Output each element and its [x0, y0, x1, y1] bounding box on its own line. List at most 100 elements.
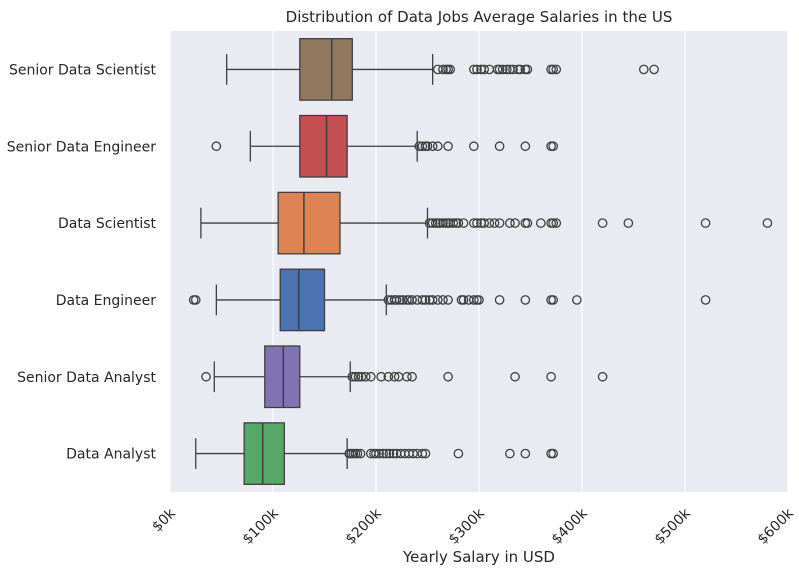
outlier-point: [443, 295, 453, 305]
outlier-point: [515, 64, 526, 75]
outlier-point: [472, 64, 482, 75]
outlier-point: [445, 64, 456, 75]
outlier-point: [427, 295, 438, 305]
outlier-point: [479, 218, 489, 228]
outlier-point: [548, 141, 559, 152]
boxes-layer: [188, 38, 773, 485]
outlier-point: [649, 64, 659, 75]
outlier-point: [548, 448, 559, 459]
outlier-point: [381, 448, 392, 459]
outlier-point: [190, 295, 201, 305]
outlier-point: [432, 295, 443, 305]
outlier-point: [443, 141, 453, 152]
outlier-point: [700, 295, 711, 305]
outlier-point: [546, 371, 556, 382]
y-category-label: Data Engineer: [56, 293, 156, 309]
outlier-point: [383, 371, 394, 382]
outlier-point: [201, 371, 211, 382]
outlier-point: [211, 141, 222, 152]
outlier-point: [438, 218, 448, 228]
grid-lines: [169, 31, 789, 492]
outlier-point: [522, 218, 533, 228]
box: [243, 422, 285, 485]
box-group: [195, 422, 559, 485]
outlier-point: [468, 141, 479, 152]
outlier-point: [417, 295, 428, 305]
box: [277, 191, 341, 255]
box-group: [211, 114, 559, 178]
outlier-point: [501, 64, 512, 75]
y-category-label: Senior Data Scientist: [9, 62, 157, 78]
outlier-point: [497, 64, 508, 75]
outlier-point: [391, 295, 402, 305]
outlier-point: [350, 371, 361, 382]
outlier-point: [427, 218, 438, 228]
outlier-point: [443, 371, 453, 382]
outlier-point: [489, 218, 500, 228]
outlier-point: [535, 218, 546, 228]
outlier-point: [438, 295, 448, 305]
box: [299, 114, 348, 178]
outlier-point: [352, 448, 363, 459]
outlier-point: [638, 64, 649, 75]
outlier-point: [407, 371, 417, 382]
outlier-point: [522, 64, 533, 75]
box-group: [225, 38, 659, 101]
outlier-point: [371, 448, 381, 459]
outlier-point: [700, 218, 711, 228]
box-group: [188, 268, 711, 332]
outlier-point: [427, 141, 438, 152]
outlier-point: [548, 64, 559, 75]
box: [264, 345, 301, 409]
outlier-point: [468, 218, 479, 228]
outlier-point: [376, 371, 386, 382]
outlier-point: [520, 141, 531, 152]
y-category-label: Data Scientist: [58, 216, 157, 232]
chart-title: Distribution of Data Jobs Average Salari…: [286, 8, 673, 26]
outlier-point: [551, 64, 562, 75]
outlier-point: [474, 295, 484, 305]
outlier-point: [494, 141, 505, 152]
outlier-point: [505, 448, 515, 459]
outlier-point: [453, 218, 464, 228]
outlier-point: [548, 218, 559, 228]
outlier-point: [384, 448, 395, 459]
outlier-point: [389, 371, 400, 382]
x-axis-label: Yearly Salary in USD: [402, 548, 555, 566]
outlier-point: [420, 448, 431, 459]
box-group: [200, 191, 773, 255]
outlier-point: [762, 218, 773, 228]
y-category-label: Data Analyst: [66, 447, 156, 463]
outlier-point: [388, 448, 399, 459]
outlier-point: [551, 218, 562, 228]
y-axis: Senior Data Scientist Senior Data Enginee…: [7, 62, 157, 462]
outlier-point: [347, 371, 358, 382]
outlier-point: [508, 64, 518, 75]
outlier-point: [494, 295, 505, 305]
box: [299, 38, 353, 101]
outlier-point: [417, 448, 428, 459]
y-category-label: Senior Data Analyst: [17, 370, 156, 386]
outlier-point: [438, 64, 448, 75]
outlier-point: [494, 64, 505, 75]
outlier-point: [394, 295, 405, 305]
outlier-point: [417, 141, 428, 152]
outlier-point: [548, 295, 559, 305]
outlier-point: [458, 218, 469, 228]
outlier-point: [458, 295, 469, 305]
outlier-point: [453, 448, 464, 459]
box: [279, 268, 326, 332]
outlier-point: [420, 295, 431, 305]
outlier-point: [378, 448, 389, 459]
y-category-label: Senior Data Engineer: [7, 139, 157, 155]
outlier-point: [356, 371, 367, 382]
outlier-point: [448, 218, 459, 228]
outlier-point: [355, 448, 366, 459]
outlier-point: [468, 295, 479, 305]
outlier-point: [510, 218, 520, 228]
outlier-point: [397, 295, 408, 305]
outlier-point: [365, 371, 376, 382]
outlier-point: [484, 218, 495, 228]
outlier-point: [623, 218, 634, 228]
